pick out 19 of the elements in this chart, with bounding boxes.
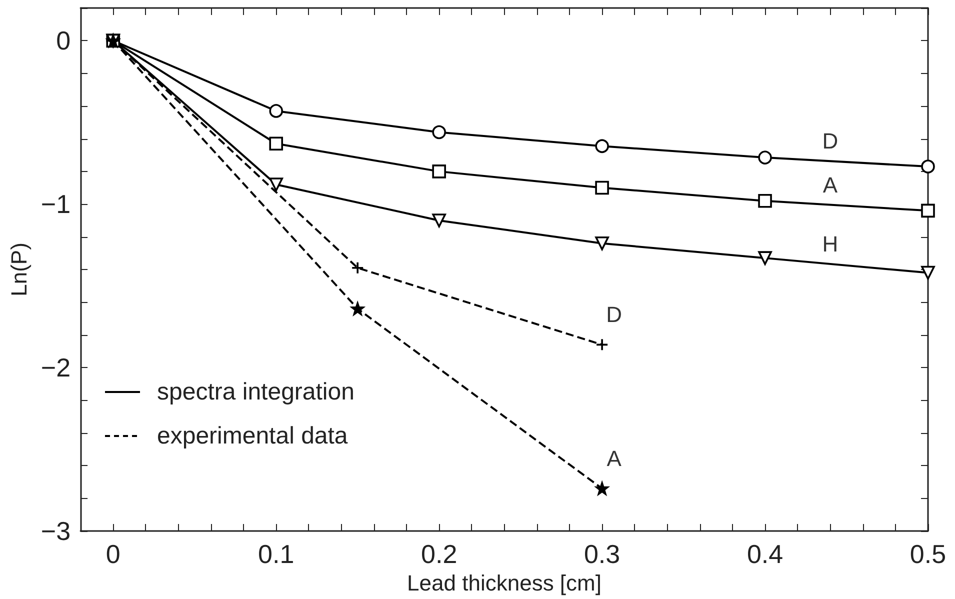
series-label: A [822, 172, 838, 198]
x-tick-label: 0.5 [910, 539, 946, 569]
series-label: D [822, 128, 838, 154]
series-label: D [606, 302, 622, 328]
y-axis-title: Ln(P) [6, 242, 32, 296]
y-tick-label: 0 [56, 26, 71, 56]
x-tick-label: 0 [106, 539, 120, 569]
x-axis-title: Lead thickness [cm] [407, 570, 602, 596]
annotation: experimental data [157, 422, 348, 450]
x-tick-label: 0.3 [584, 539, 620, 569]
annotation: spectra integration [157, 378, 354, 406]
y-tick-label: −1 [40, 189, 71, 220]
x-tick-label: 0.1 [258, 539, 294, 569]
x-tick-label: 0.2 [421, 539, 458, 569]
y-tick-label: −2 [40, 352, 71, 383]
series-label: H [822, 231, 838, 256]
x-tick-label: 0.4 [746, 539, 784, 569]
y-tick-label: −3 [40, 516, 71, 546]
series-label: A [606, 446, 622, 472]
